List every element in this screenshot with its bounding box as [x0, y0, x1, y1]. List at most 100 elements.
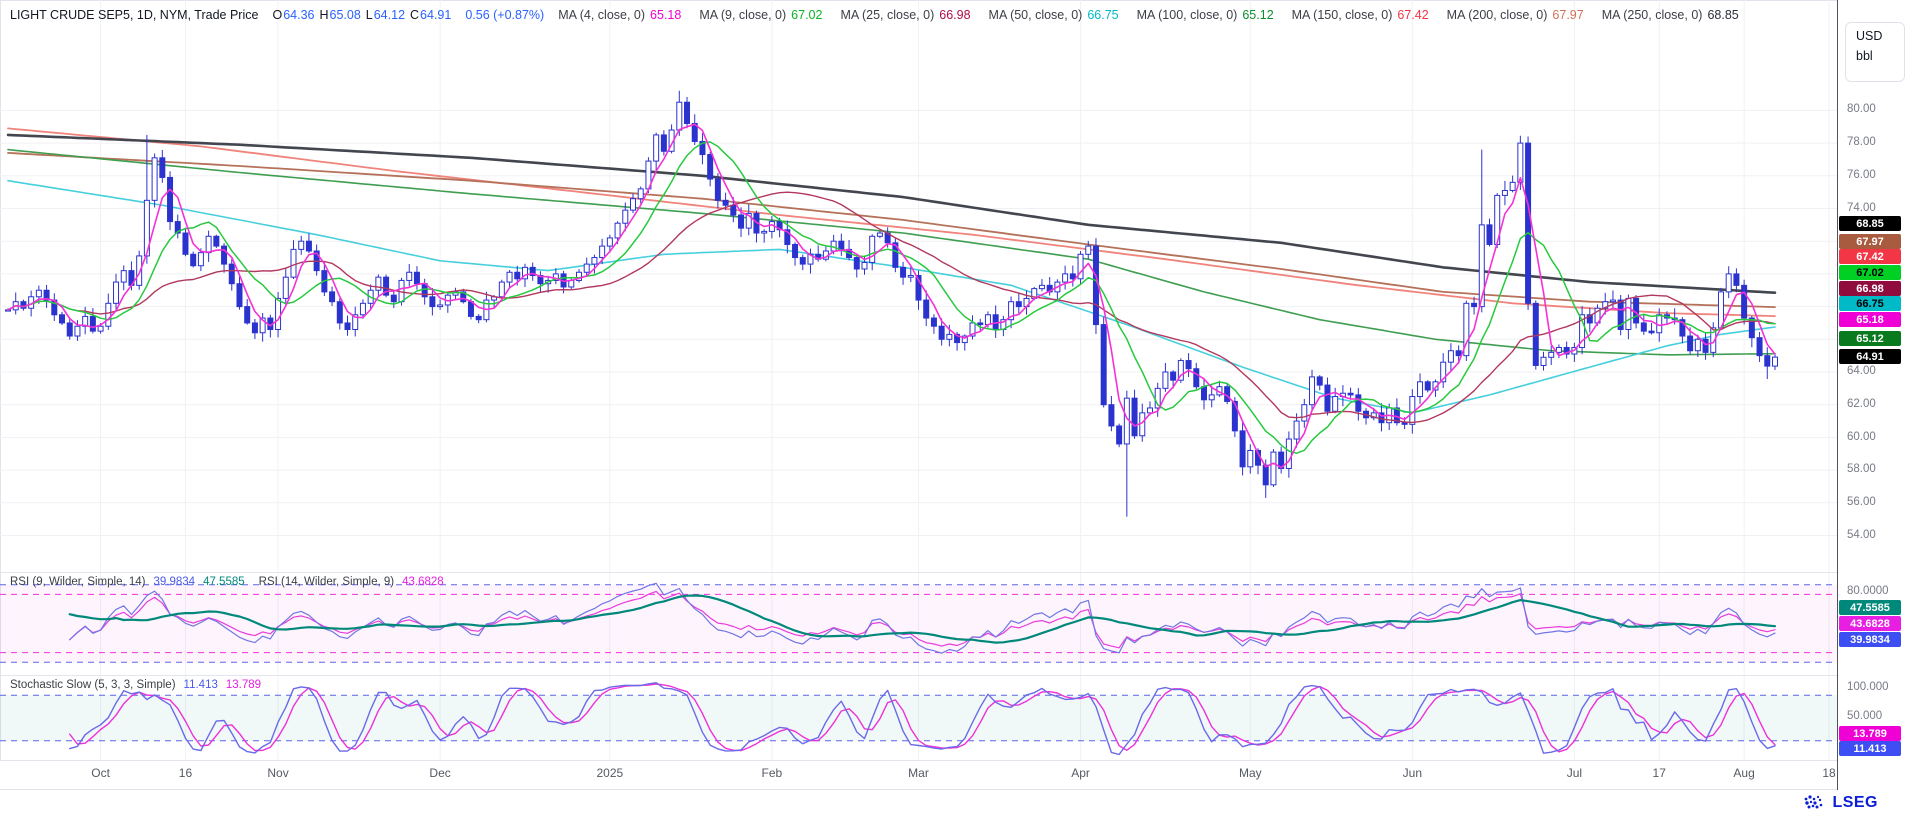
stochastic-tag: 13.789 [1839, 726, 1901, 741]
pane-separator [0, 760, 1916, 761]
ma-legend-label: MA (25, close, 0) [840, 8, 935, 22]
price-tick-label: 58.00 [1847, 463, 1876, 475]
rsi-tag: 47.5585 [1839, 600, 1901, 615]
ma-legend-value: 65.12 [1242, 8, 1274, 22]
time-tick-label: Mar [908, 766, 929, 780]
price-tick-label: 56.00 [1847, 496, 1876, 508]
footer-bar: LSEG [0, 790, 1916, 818]
instrument-title[interactable]: LIGHT CRUDE SEP5, 1D, NYM, Trade Price [10, 8, 259, 22]
price-tick-label: 78.00 [1847, 136, 1876, 148]
time-tick-label: 16 [178, 766, 193, 780]
rsi-legend[interactable]: RSI (9, Wilder, Simple, 14) 39.9834 47.5… [10, 576, 444, 588]
ohlc-value: 64.91 [420, 8, 452, 22]
price-tag: 65.12 [1839, 331, 1901, 346]
ma-legend-label: MA (100, close, 0) [1136, 8, 1238, 22]
main-chart-canvas[interactable] [0, 0, 1837, 760]
lseg-logo: LSEG [1801, 793, 1878, 813]
ma-legend-label: MA (250, close, 0) [1601, 8, 1703, 22]
time-axis[interactable]: Oct 16 Nov Dec 2025 Feb Mar Apr May Jun Jul 17 Aug 18 [0, 761, 1837, 789]
ma-legend-value: 67.02 [791, 8, 823, 22]
rsi-signal-value: 47.5585 [203, 576, 245, 588]
ma-legend-item[interactable]: MA (150, close, 0) 67.42 [1292, 8, 1429, 22]
price-tag: 67.02 [1839, 265, 1901, 280]
ma-legend-value: 68.85 [1707, 8, 1739, 22]
price-tag: 67.42 [1839, 249, 1901, 264]
price-axis-border [1837, 0, 1838, 790]
ma-legend-item[interactable]: MA (50, close, 0) 66.75 [989, 8, 1119, 22]
ma-legend-item[interactable]: MA (4, close, 0) 65.18 [558, 8, 681, 22]
price-tag: 65.18 [1839, 312, 1901, 327]
time-tick-label: 2025 [596, 766, 624, 780]
time-tick-label: Apr [1071, 766, 1090, 780]
pane-separator[interactable] [0, 675, 1916, 676]
ma-legend-value: 66.75 [1087, 8, 1119, 22]
price-tick-label: 62.00 [1847, 398, 1876, 410]
price-tag: 68.85 [1839, 216, 1901, 231]
time-tick-label: 18 [1822, 766, 1836, 780]
ohlc-value: 64.36 [283, 8, 315, 22]
ma-legend-label: MA (50, close, 0) [988, 8, 1083, 22]
ohlc-values: O 64.36 H 65.08 L 64.12 C 64.91 [272, 8, 451, 22]
price-tag: 67.97 [1839, 234, 1901, 249]
chart-legend: LIGHT CRUDE SEP5, 1D, NYM, Trade Price O… [10, 8, 1739, 22]
stochastic-tick-label: 50.000 [1847, 710, 1883, 722]
stochastic-d-value: 13.789 [225, 679, 262, 691]
ma-legend-label: MA (200, close, 0) [1446, 8, 1548, 22]
price-tick-label: 54.00 [1847, 529, 1876, 541]
rsi-label-2: RSI (14, Wilder, Simple, 9) [258, 576, 395, 588]
time-tick-label: Nov [267, 766, 289, 780]
ma-legend: MA (4, close, 0) 65.18 MA (9, close, 0) 67.… [558, 8, 1739, 22]
price-tick-label: 80.00 [1847, 103, 1876, 115]
pane-separator[interactable] [0, 572, 1916, 573]
time-tick-label: 17 [1652, 766, 1666, 780]
ma-legend-item[interactable]: MA (25, close, 0) 66.98 [840, 8, 970, 22]
stochastic-k-value: 11.413 [183, 679, 218, 691]
lseg-logo-text: LSEG [1832, 794, 1878, 811]
time-tick-label: Feb [761, 766, 783, 780]
rsi-value-1: 39.9834 [153, 576, 196, 588]
ma-legend-label: MA (4, close, 0) [558, 8, 646, 22]
ohlc-letter: C [410, 8, 420, 22]
ma-legend-item[interactable]: MA (200, close, 0) 67.97 [1447, 8, 1584, 22]
stochastic-tick-label: 100.000 [1847, 681, 1889, 693]
ohlc-letter: H [319, 8, 329, 22]
change-value: 0.56 (+0.87%) [465, 8, 545, 22]
ohlc-letter: L [365, 8, 373, 22]
price-axis[interactable]: USD bbl 80.00 78.00 76.00 74.00 64.00 62.00 60… [1838, 0, 1916, 790]
ma-legend-value: 67.97 [1552, 8, 1584, 22]
time-tick-label: Jun [1402, 766, 1423, 780]
ma-legend-item[interactable]: MA (9, close, 0) 67.02 [699, 8, 822, 22]
ma-legend-label: MA (150, close, 0) [1291, 8, 1393, 22]
time-tick-label: May [1238, 766, 1262, 780]
stochastic-legend[interactable]: Stochastic Slow (5, 3, 3, Simple) 11.413… [10, 679, 261, 691]
stochastic-label: Stochastic Slow (5, 3, 3, Simple) [10, 679, 176, 691]
ma-legend-label: MA (9, close, 0) [699, 8, 787, 22]
ma-legend-value: 66.98 [939, 8, 971, 22]
ma-legend-value: 65.18 [650, 8, 682, 22]
price-tick-label: 76.00 [1847, 169, 1876, 181]
ma-legend-item[interactable]: MA (100, close, 0) 65.12 [1137, 8, 1274, 22]
ma-legend-value: 67.42 [1397, 8, 1429, 22]
stochastic-tag: 11.413 [1839, 741, 1901, 756]
rsi-label-1: RSI (9, Wilder, Simple, 14) [10, 576, 146, 588]
time-tick-label: Oct [91, 766, 110, 780]
ma-legend-item[interactable]: MA (250, close, 0) 68.85 [1602, 8, 1739, 22]
chart-frame [0, 0, 1916, 790]
time-tick-label: Aug [1733, 766, 1755, 780]
time-tick-label: Jul [1566, 766, 1583, 780]
price-tag: 66.75 [1839, 296, 1901, 311]
ohlc-value: 65.08 [329, 8, 361, 22]
price-tick-label: 74.00 [1847, 202, 1876, 214]
unit-measure: bbl [1856, 49, 1873, 63]
rsi-value-2: 43.6828 [402, 576, 444, 588]
price-tag: 66.98 [1839, 281, 1901, 296]
time-tick-label: Dec [429, 766, 451, 780]
unit-box: USD bbl [1845, 22, 1905, 82]
lseg-logo-glyph [1805, 795, 1823, 809]
price-tick-label: 64.00 [1847, 365, 1876, 377]
rsi-tag: 39.9834 [1839, 632, 1901, 647]
unit-currency: USD [1856, 29, 1883, 43]
rsi-tick-label: 80.0000 [1847, 585, 1889, 597]
ohlc-value: 64.12 [373, 8, 406, 22]
